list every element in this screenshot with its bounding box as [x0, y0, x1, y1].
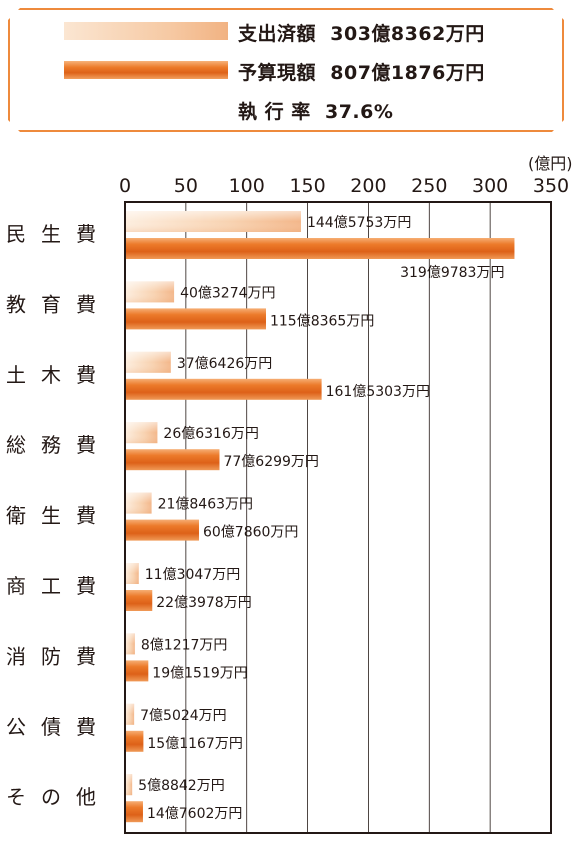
bar-budget	[125, 590, 153, 611]
x-axis-ticks: 0 50 100 150 200 250 300 350	[119, 175, 569, 197]
bar-spent-shade	[125, 633, 135, 655]
bar-budget	[125, 801, 143, 823]
legend-budget: 予算現額 807億1876万円	[238, 58, 485, 85]
bar-spent-shade	[125, 703, 135, 725]
x-tick-label: 250	[411, 175, 447, 197]
value-label-budget: 22億3978万円	[156, 595, 251, 611]
value-label-budget: 15億1167万円	[147, 736, 242, 752]
category-label: 商工費	[6, 574, 111, 598]
value-label-spent: 37億6426万円	[177, 356, 272, 372]
bar-spent-shade	[125, 211, 301, 232]
legend-swatch-spent	[64, 22, 228, 40]
bar-spent-shade	[125, 351, 171, 373]
bar-spent-shade	[125, 774, 133, 796]
bar-budget	[125, 378, 322, 400]
bar-budget	[125, 519, 199, 541]
bar-budget	[125, 730, 144, 752]
bar-budget	[125, 449, 220, 471]
bar-spent-shade	[125, 492, 152, 514]
legend-budget-label: 予算現額	[238, 62, 317, 84]
value-label-budget: 161億5303万円	[326, 384, 430, 400]
bar-spent-shade	[125, 563, 139, 584]
value-label-budget: 115億8365万円	[270, 313, 374, 329]
legend-rate-value: 37.6%	[324, 101, 394, 123]
category-label: 総務費	[6, 433, 111, 457]
legend-spent-label: 支出済額	[238, 23, 317, 45]
legend-spent-value: 303億8362万円	[330, 23, 485, 45]
legend-swatch-budget	[64, 61, 228, 79]
value-labels: 144億5753万円 319億9783万円 40億3274万円 115億8365万円 3…	[138, 215, 504, 822]
plot-frame	[124, 201, 552, 834]
value-label-spent: 7億5024万円	[140, 708, 227, 724]
value-label-budget: 19億1519万円	[152, 665, 247, 681]
grid-lines	[185, 202, 491, 833]
bar-budget	[125, 660, 149, 682]
bar-budget	[125, 238, 515, 259]
value-label-budget: 77億6299万円	[223, 454, 318, 470]
x-tick-label: 300	[472, 175, 508, 197]
legend-budget-value: 807億1876万円	[330, 62, 485, 84]
bar-budget	[125, 308, 266, 330]
legend-rate-label: 執 行 率	[238, 101, 311, 123]
x-tick-label: 150	[289, 175, 325, 197]
bars	[125, 211, 515, 823]
value-label-spent: 26億6316万円	[163, 426, 258, 442]
value-label-spent: 11億3047万円	[145, 567, 240, 583]
legend-rate: 執 行 率 37.6%	[238, 97, 393, 124]
bar-spent-shade	[125, 281, 175, 303]
category-label: 民生費	[6, 222, 111, 246]
value-label-budget: 319億9783万円	[400, 265, 504, 281]
value-label-budget: 14億7602万円	[147, 806, 242, 822]
category-label: 衛生費	[6, 504, 111, 528]
value-label-budget: 60億7860万円	[203, 525, 298, 541]
value-label-spent: 144億5753万円	[307, 215, 411, 231]
value-label-spent: 40億3274万円	[180, 285, 275, 301]
x-tick-label: 200	[350, 175, 386, 197]
x-tick-label: 50	[174, 175, 198, 197]
value-label-spent: 21億8463万円	[158, 497, 253, 513]
legend-spent: 支出済額 303億8362万円	[238, 19, 485, 46]
category-label: 消防費	[6, 644, 111, 668]
x-tick-label: 350	[533, 175, 569, 197]
bar-spent-shade	[125, 422, 158, 444]
category-label: 公債費	[6, 715, 111, 739]
axis-unit-label: (億円)	[528, 154, 573, 173]
category-label: その他	[6, 785, 111, 809]
value-label-spent: 5億8842万円	[138, 778, 225, 794]
x-tick-label: 0	[119, 175, 131, 197]
x-tick-label: 100	[229, 175, 265, 197]
category-label: 土木費	[6, 363, 111, 387]
value-label-spent: 8億1217万円	[141, 637, 228, 653]
category-label: 教育費	[6, 292, 111, 316]
